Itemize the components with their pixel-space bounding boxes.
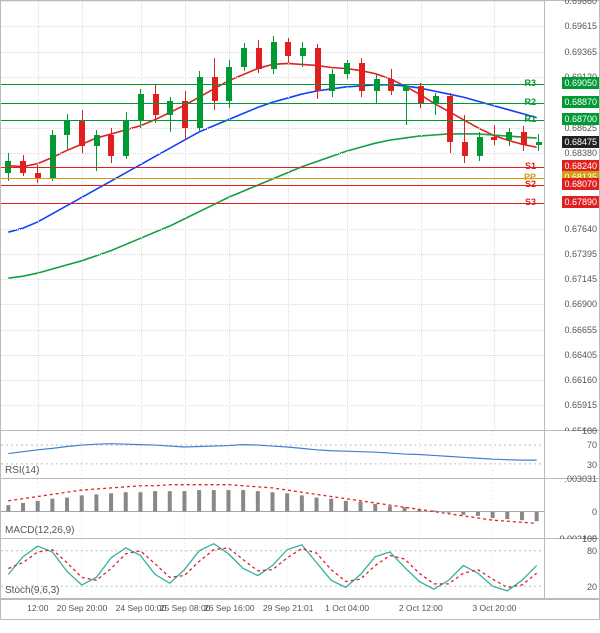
stoch-plot bbox=[1, 539, 544, 598]
x-tick: 24 Sep 00:00 bbox=[116, 603, 167, 613]
level-label-s2: S2 bbox=[523, 179, 538, 189]
x-tick: 20 Sep 20:00 bbox=[57, 603, 108, 613]
x-tick: 3 Oct 20:00 bbox=[472, 603, 516, 613]
x-tick: 2 Oct 12:00 bbox=[399, 603, 443, 613]
level-label-r3: R3 bbox=[522, 78, 538, 88]
price-y-axis: 0.698600.696150.693650.691200.688700.686… bbox=[544, 1, 599, 430]
x-tick: 12:00 bbox=[27, 603, 48, 613]
price-plot[interactable]: R3R2R1S1PPS2S3 bbox=[1, 1, 544, 430]
level-label-r2: R2 bbox=[522, 97, 538, 107]
x-tick: 26 Sep 16:00 bbox=[204, 603, 255, 613]
x-tick: 25 Sep 08:00 bbox=[160, 603, 211, 613]
rsi-y-axis: 1007030 bbox=[544, 431, 599, 478]
level-label-r1: R1 bbox=[522, 114, 538, 124]
macd-y-axis: .0030310-0.002465 bbox=[544, 479, 599, 538]
macd-label: MACD(12,26,9) bbox=[5, 525, 74, 536]
macd-plot bbox=[1, 479, 544, 538]
x-tick: 29 Sep 21:01 bbox=[263, 603, 314, 613]
stoch-panel[interactable]: 1008020 Stoch(9,6,3) bbox=[1, 539, 599, 599]
rsi-plot bbox=[1, 431, 544, 478]
rsi-label: RSI(14) bbox=[5, 465, 39, 476]
stoch-y-axis: 1008020 bbox=[544, 539, 599, 598]
macd-panel[interactable]: .0030310-0.002465 MACD(12,26,9) bbox=[1, 479, 599, 539]
x-axis: 12:00 20 Sep 20:00 24 Sep 00:0025 Sep 08:0… bbox=[1, 599, 599, 619]
price-panel[interactable]: R3R2R1S1PPS2S3 0.698600.696150.693650.69… bbox=[1, 1, 599, 431]
x-tick: 1 Oct 04:00 bbox=[325, 603, 369, 613]
level-label-s3: S3 bbox=[523, 197, 538, 207]
level-label-s1: S1 bbox=[523, 161, 538, 171]
rsi-panel[interactable]: 1007030 RSI(14) bbox=[1, 431, 599, 479]
stoch-label: Stoch(9,6,3) bbox=[5, 585, 59, 596]
trading-chart: R3R2R1S1PPS2S3 0.698600.696150.693650.69… bbox=[0, 0, 600, 620]
